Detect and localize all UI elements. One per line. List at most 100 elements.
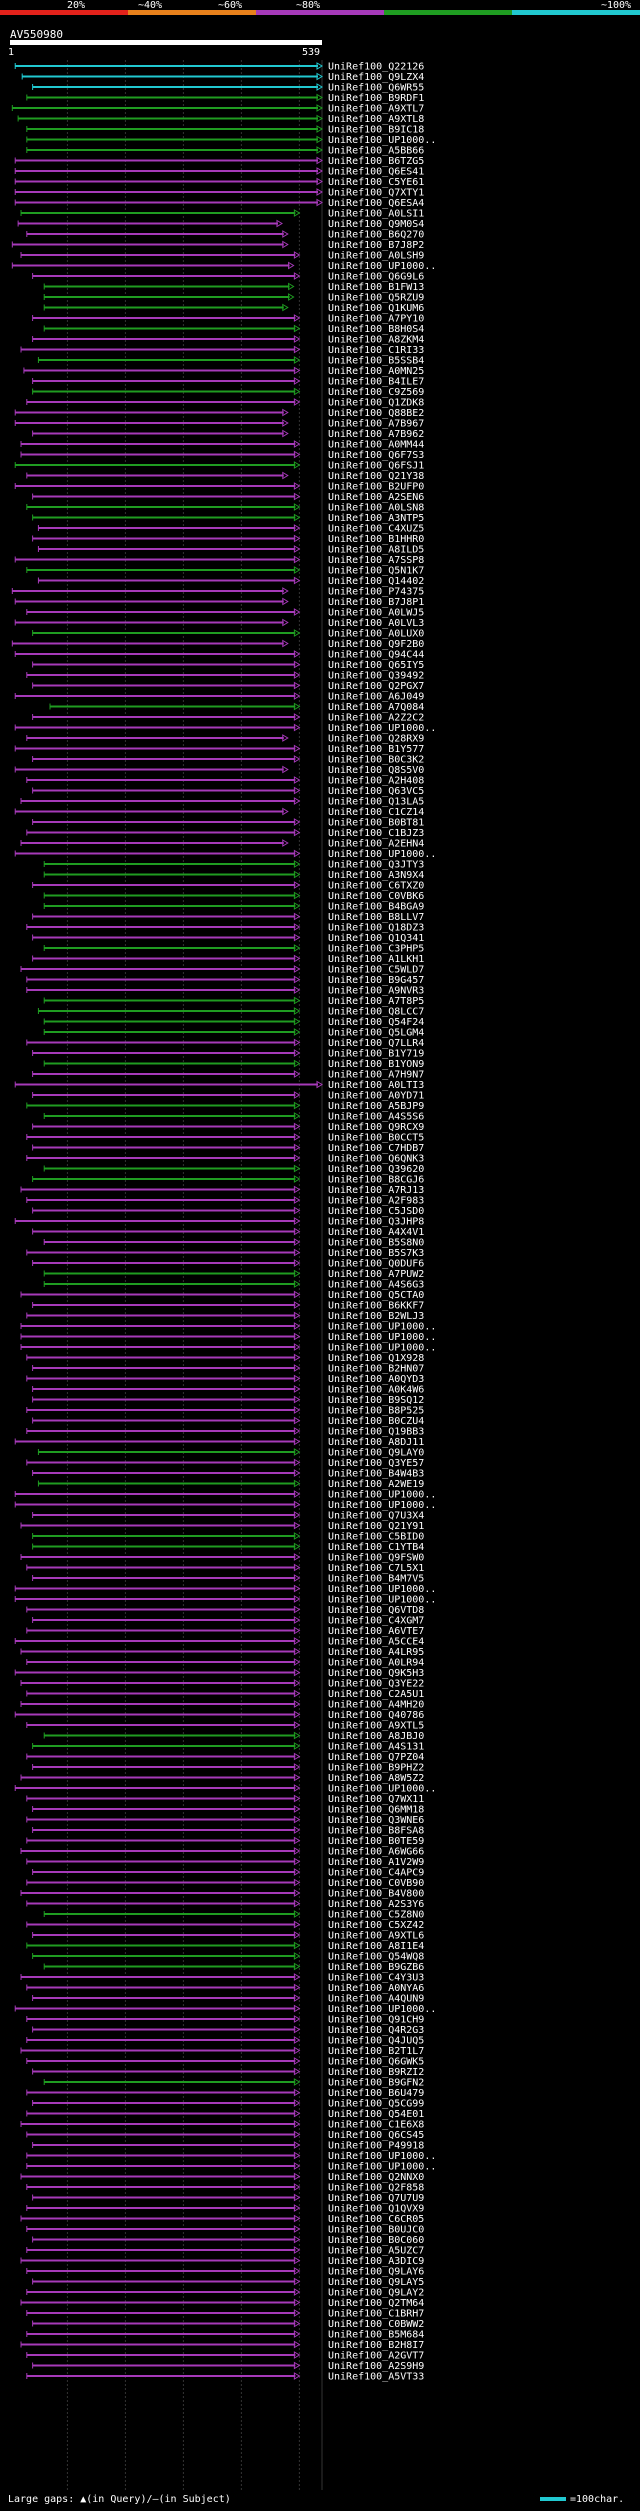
hit-arrow xyxy=(293,335,301,343)
hit-arrow xyxy=(293,1101,301,1110)
hit-arrow xyxy=(293,849,301,858)
hit-arrow xyxy=(293,2109,301,2118)
hit-label: UniRef100_C4Y3U3 xyxy=(328,1973,424,1984)
hit-arrow xyxy=(282,471,289,480)
hit-label: UniRef100_Q54E01 xyxy=(328,2109,424,2120)
hit-arrow xyxy=(282,765,289,774)
hit-arrow xyxy=(293,1805,301,1813)
hit-arrow xyxy=(293,2267,301,2275)
hit-arrow xyxy=(293,209,301,217)
hit-label: UniRef100_A6J049 xyxy=(328,692,424,703)
hit-label: UniRef100_A4S5S6 xyxy=(328,1112,424,1123)
hit-label: UniRef100_B2H8I7 xyxy=(328,2340,424,2351)
hit-label: UniRef100_B4V800 xyxy=(328,1889,424,1900)
hit-label: UniRef100_B5S7K3 xyxy=(328,1248,424,1259)
hit-arrow xyxy=(293,1994,301,2002)
hit-label: UniRef100_A4QUN9 xyxy=(328,1994,424,2005)
hit-label: UniRef100_B1Y719 xyxy=(328,1049,424,1060)
hit-label: UniRef100_A8DJ11 xyxy=(328,1437,424,1448)
hit-label: UniRef100_A2H408 xyxy=(328,776,424,787)
hit-arrow xyxy=(293,1133,301,1141)
hit-arrow xyxy=(293,1175,301,1183)
hit-arrow xyxy=(293,965,301,973)
hit-label: UniRef100_C7HDB7 xyxy=(328,1143,424,1154)
hit-label: UniRef100_A8ILD5 xyxy=(328,545,424,556)
hit-label: UniRef100_Q7U3X4 xyxy=(328,1511,424,1522)
hit-label: UniRef100_B9RDF1 xyxy=(328,93,424,104)
hit-arrow xyxy=(293,1028,301,1036)
hit-label: UniRef100_Q5LGM4 xyxy=(328,1028,424,1039)
hit-label: UniRef100_A7H9N7 xyxy=(328,1070,424,1081)
hit-label: UniRef100_C1E6X8 xyxy=(328,2120,424,2131)
hit-label: UniRef100_B6U479 xyxy=(328,2088,424,2099)
hit-arrow xyxy=(293,1637,301,1645)
hit-arrow xyxy=(293,629,301,637)
hit-label: UniRef100_Q7LLR4 xyxy=(328,1038,424,1049)
hit-label: UniRef100_B6Q270 xyxy=(328,230,424,241)
hit-arrow xyxy=(293,1815,301,1824)
hit-arrow xyxy=(293,933,301,942)
hit-arrow xyxy=(293,1511,301,1519)
hit-arrow xyxy=(293,576,301,585)
hit-label: UniRef100_A6WG66 xyxy=(328,1847,424,1858)
hit-label: UniRef100_Q13LA5 xyxy=(328,797,424,808)
hit-label: UniRef100_UP1000.. xyxy=(328,135,436,146)
hit-label: UniRef100_A5VT33 xyxy=(328,2372,424,2383)
hit-label: UniRef100_A8I1E4 xyxy=(328,1941,424,1952)
hit-arrow xyxy=(293,2288,301,2296)
hit-arrow xyxy=(293,1091,301,1099)
hit-arrow xyxy=(316,104,323,112)
hit-label: UniRef100_Q19BB3 xyxy=(328,1427,424,1438)
hit-arrow xyxy=(316,198,323,207)
hit-arrow xyxy=(293,1521,301,1530)
query-bar xyxy=(10,40,322,45)
hit-arrow xyxy=(293,2340,301,2349)
identity-color-legend: 20% ~40% ~60% ~80% ~100% xyxy=(0,0,640,15)
legend-swatch xyxy=(256,10,384,15)
legend-swatch xyxy=(384,10,512,15)
hit-label: UniRef100_Q0DUF6 xyxy=(328,1259,424,1270)
hit-arrow xyxy=(293,1542,301,1551)
hit-arrow xyxy=(293,1784,301,1792)
hit-label: UniRef100_UP1000.. xyxy=(328,849,436,860)
hit-arrow xyxy=(282,429,289,438)
hit-label: UniRef100_UP1000.. xyxy=(328,1490,436,1501)
hit-arrow xyxy=(316,62,323,70)
hit-arrow xyxy=(293,1164,301,1173)
hit-arrow xyxy=(316,188,323,196)
hit-label: UniRef100_B0UJC0 xyxy=(328,2225,424,2236)
hit-label: UniRef100_A0MM44 xyxy=(328,440,424,451)
hit-arrow xyxy=(293,692,301,700)
hit-arrow xyxy=(293,1710,301,1719)
hit-arrow xyxy=(293,2120,301,2128)
hit-arrow xyxy=(293,881,301,889)
hit-label: UniRef100_Q6GWK5 xyxy=(328,2057,424,2068)
hit-label: UniRef100_A9XTL5 xyxy=(328,1721,424,1732)
hit-arrow xyxy=(293,1385,301,1393)
hit-label: UniRef100_B0C060 xyxy=(328,2235,424,2246)
hit-arrow xyxy=(293,650,301,658)
hit-label: UniRef100_UP1000.. xyxy=(328,723,436,734)
hit-arrow xyxy=(293,356,301,364)
hit-label: UniRef100_B2WLJ3 xyxy=(328,1311,424,1322)
hit-label: UniRef100_A2GVT7 xyxy=(328,2351,424,2362)
query-name: AV550980 xyxy=(10,28,63,41)
hit-arrow xyxy=(293,1668,301,1677)
hit-label: UniRef100_B1Y577 xyxy=(328,744,424,755)
hit-arrow xyxy=(293,1017,301,1026)
hit-label: UniRef100_B5S8N0 xyxy=(328,1238,424,1249)
hit-label: UniRef100_C9Z569 xyxy=(328,387,424,398)
hit-arrow xyxy=(293,1238,301,1246)
hit-arrow xyxy=(293,1794,301,1803)
hit-label: UniRef100_A0LSI1 xyxy=(328,209,424,220)
hit-arrow xyxy=(293,1931,301,1939)
hit-label: UniRef100_C5BID0 xyxy=(328,1532,424,1543)
hit-label: UniRef100_Q9LAY6 xyxy=(328,2267,424,2278)
hit-label: UniRef100_A2S3Y6 xyxy=(328,1899,424,1910)
hit-label: UniRef100_Q18DZ3 xyxy=(328,923,424,934)
hit-label: UniRef100_A7B967 xyxy=(328,419,424,430)
hit-arrow xyxy=(282,419,289,427)
hit-label: UniRef100_A3DIC9 xyxy=(328,2256,424,2267)
hit-arrow xyxy=(293,1721,301,1729)
hit-label: UniRef100_A0YD71 xyxy=(328,1091,424,1102)
